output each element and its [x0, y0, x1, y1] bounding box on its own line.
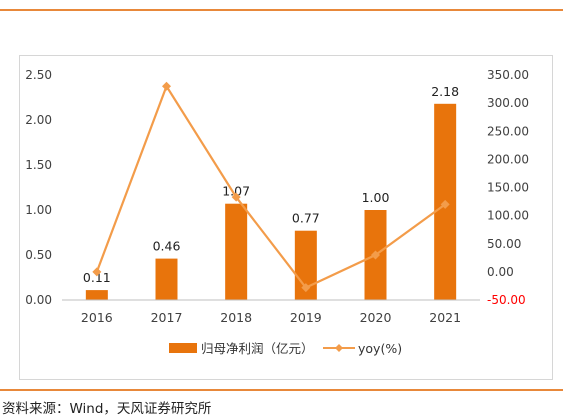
yoy-point [231, 192, 241, 202]
x-tick-label: 2018 [220, 310, 252, 325]
y-left-tick-label: 0.50 [25, 248, 52, 262]
left-axis: 0.00 0.50 1.00 1.50 2.00 2.50 [25, 68, 52, 307]
y-right-tick-label: -50.00 [487, 293, 526, 307]
y-left-tick-label: 0.00 [25, 293, 52, 307]
legend-bar-swatch [169, 343, 197, 353]
bar-data-label: 2.18 [431, 84, 459, 99]
y-right-tick-label: 300.00 [487, 96, 529, 110]
yoy-line [95, 83, 446, 289]
y-right-tick-label: 250.00 [487, 124, 529, 138]
yoy-point [162, 81, 171, 91]
x-tick-label: 2016 [81, 310, 113, 325]
bottom-accent-rule [0, 389, 563, 391]
source-note: 资料来源：Wind，天风证券研究所 [2, 401, 212, 417]
bar [294, 230, 317, 300]
y-left-tick-label: 1.50 [25, 158, 52, 172]
y-right-tick-label: 150.00 [487, 181, 529, 195]
y-right-tick-label: 200.00 [487, 152, 529, 166]
legend-line-marker [335, 344, 343, 352]
bar-data-labels: 0.110.461.070.771.002.18 [83, 84, 459, 285]
top-accent-rule [0, 9, 563, 11]
y-right-tick-label: 350.00 [487, 68, 529, 82]
x-tick-label: 2019 [290, 310, 322, 325]
bar-series [85, 103, 457, 300]
bar [225, 203, 248, 300]
y-left-tick-label: 2.00 [25, 113, 52, 127]
legend: 归母净利润（亿元） yoy(%) [169, 341, 402, 356]
bar [85, 290, 108, 300]
x-tick-label: 2017 [151, 310, 183, 325]
yoy-point [371, 250, 380, 260]
legend-bar-label: 归母净利润（亿元） [201, 341, 314, 356]
y-left-tick-label: 2.50 [25, 68, 52, 82]
x-tick-label: 2021 [429, 310, 461, 325]
bar [155, 258, 178, 300]
y-right-tick-label: 50.00 [487, 237, 521, 251]
yoy-point [301, 283, 311, 293]
bar-data-label: 0.77 [292, 211, 320, 226]
y-right-tick-label: 100.00 [487, 209, 529, 223]
line-series [92, 81, 450, 293]
bar-data-label: 1.00 [362, 190, 390, 205]
legend-line-label: yoy(%) [358, 341, 402, 356]
yoy-point [440, 199, 450, 209]
y-left-tick-label: 1.00 [25, 203, 52, 217]
y-right-tick-label: 0.00 [487, 265, 514, 279]
bar-data-label: 0.11 [83, 270, 111, 285]
yoy-point [92, 267, 102, 277]
chart-frame [19, 55, 553, 380]
right-axis: -50.00 0.00 50.00 100.00 150.00 200.00 250.00 3… [487, 68, 529, 307]
bar-data-label: 0.46 [153, 239, 181, 254]
x-axis: 2016 2017 2018 2019 2020 2021 [62, 299, 480, 325]
x-tick-label: 2020 [360, 310, 392, 325]
